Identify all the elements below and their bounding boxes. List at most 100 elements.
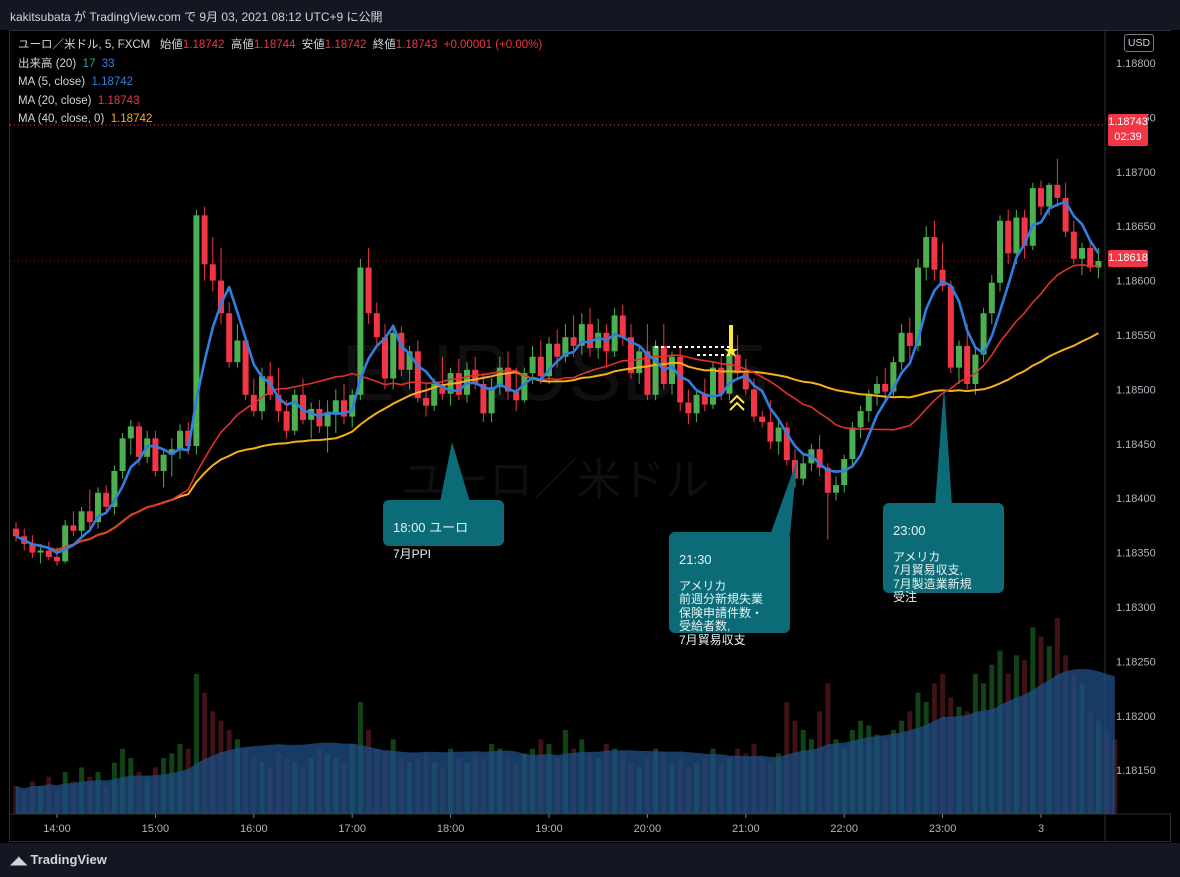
candle-body[interactable] — [127, 426, 134, 439]
candle-body[interactable] — [718, 367, 725, 394]
candle-body[interactable] — [800, 463, 807, 479]
candle-body[interactable] — [546, 343, 552, 377]
candle-body[interactable] — [882, 383, 889, 392]
candle-body[interactable] — [906, 332, 913, 346]
candle-body[interactable] — [488, 387, 495, 414]
candle-body[interactable] — [1005, 220, 1012, 254]
candle-body[interactable] — [70, 525, 77, 531]
event-callout-2130[interactable]: 21:30 アメリカ 前週分新規失業 保険申請件数・ 受給者数, 7月貿易収支 — [669, 532, 790, 646]
candle-body[interactable] — [439, 383, 446, 394]
currency-button[interactable]: USD — [1124, 34, 1154, 52]
candle-body[interactable] — [496, 367, 503, 388]
candle-body[interactable] — [890, 362, 897, 392]
price-axis-panel[interactable] — [1105, 31, 1171, 814]
candle-body[interactable] — [45, 550, 52, 557]
candle-body[interactable] — [423, 398, 429, 406]
candle-body[interactable] — [332, 400, 339, 414]
candle-body[interactable] — [997, 220, 1003, 283]
candle-body[interactable] — [521, 373, 528, 401]
candle-body[interactable] — [636, 351, 643, 374]
candle-body[interactable] — [160, 454, 167, 471]
legend-volume-row[interactable]: 出来高 (20) 17 33 — [18, 55, 542, 74]
candle-body[interactable] — [726, 354, 733, 394]
candle-body[interactable] — [578, 324, 585, 346]
candle-body[interactable] — [710, 367, 716, 405]
candle-body[interactable] — [406, 351, 413, 370]
candle-body[interactable] — [857, 411, 864, 428]
event-callout-2300[interactable]: 23:00 アメリカ 7月貿易収支, 7月製造業新規 受注 — [883, 503, 1004, 604]
candle-body[interactable] — [669, 356, 675, 384]
candle-body[interactable] — [1046, 184, 1053, 207]
candle-body[interactable] — [742, 373, 749, 390]
candle-body[interactable] — [865, 393, 872, 412]
candle-body[interactable] — [619, 315, 626, 338]
candle-body[interactable] — [693, 394, 700, 414]
candle-body[interactable] — [209, 264, 216, 281]
candle-body[interactable] — [242, 340, 249, 395]
candle-body[interactable] — [95, 492, 101, 523]
candle-body[interactable] — [373, 313, 380, 338]
candle-body[interactable] — [414, 351, 421, 399]
candle-body[interactable] — [390, 332, 397, 379]
candle-body[interactable] — [685, 402, 692, 414]
candle-body[interactable] — [751, 389, 757, 417]
candle-body[interactable] — [13, 528, 19, 537]
candle-body[interactable] — [956, 345, 962, 368]
candle-body[interactable] — [603, 332, 610, 352]
candle-body[interactable] — [1070, 231, 1077, 259]
candle-body[interactable] — [1079, 247, 1085, 259]
candle-body[interactable] — [529, 356, 536, 374]
candle-body[interactable] — [185, 430, 192, 446]
candle-body[interactable] — [652, 345, 659, 395]
candle-body[interactable] — [824, 467, 831, 493]
candle-body[interactable] — [537, 356, 544, 377]
candle-body[interactable] — [677, 356, 684, 403]
candle-body[interactable] — [234, 340, 241, 363]
candle-body[interactable] — [365, 267, 372, 314]
candle-body[interactable] — [628, 337, 634, 374]
candle-body[interactable] — [54, 556, 60, 562]
candle-body[interactable] — [898, 332, 905, 363]
candle-body[interactable] — [316, 408, 323, 427]
candle-body[interactable] — [341, 400, 347, 417]
candle-body[interactable] — [1087, 247, 1094, 268]
candle-body[interactable] — [103, 492, 110, 507]
candle-body[interactable] — [201, 215, 208, 265]
legend-ma5-row[interactable]: MA (5, close) 1.18742 — [18, 73, 542, 92]
candle-body[interactable] — [259, 376, 265, 412]
candle-body[interactable] — [324, 413, 331, 427]
candle-body[interactable] — [849, 427, 856, 460]
candle-body[interactable] — [816, 449, 823, 468]
candle-body[interactable] — [562, 337, 569, 357]
candle-body[interactable] — [193, 215, 200, 446]
candle-body[interactable] — [1013, 217, 1020, 254]
candle-body[interactable] — [480, 383, 487, 414]
legend-ma40-row[interactable]: MA (40, close, 0) 1.18742 — [18, 110, 542, 129]
tradingview-logo[interactable]: ◢◣ TradingView — [10, 852, 107, 867]
candle-body[interactable] — [86, 511, 93, 523]
candle-body[interactable] — [972, 354, 979, 384]
candle-body[interactable] — [29, 543, 36, 553]
candle-body[interactable] — [62, 525, 69, 562]
candle-body[interactable] — [168, 449, 175, 455]
candle-body[interactable] — [1029, 188, 1036, 246]
candle-body[interactable] — [964, 345, 971, 384]
candle-body[interactable] — [595, 332, 602, 349]
candle-body[interactable] — [874, 383, 880, 394]
symbol-label[interactable]: ユーロ／米ドル, 5, FXCM — [18, 39, 151, 51]
candle-body[interactable] — [119, 438, 126, 471]
candle-body[interactable] — [218, 280, 224, 314]
candle-body[interactable] — [357, 267, 364, 395]
candle-body[interactable] — [275, 394, 282, 412]
candle-body[interactable] — [382, 337, 388, 379]
candle-body[interactable] — [1062, 197, 1069, 232]
candle-body[interactable] — [78, 511, 85, 531]
candle-body[interactable] — [783, 427, 790, 461]
candle-body[interactable] — [767, 422, 774, 442]
event-callout-1800[interactable]: 18:00 ユーロ 7月PPI — [383, 500, 504, 560]
candle-body[interactable] — [775, 427, 782, 442]
candle-body[interactable] — [1038, 188, 1044, 207]
candle-body[interactable] — [554, 343, 561, 357]
candle-body[interactable] — [300, 394, 306, 420]
candle-body[interactable] — [1054, 184, 1061, 198]
